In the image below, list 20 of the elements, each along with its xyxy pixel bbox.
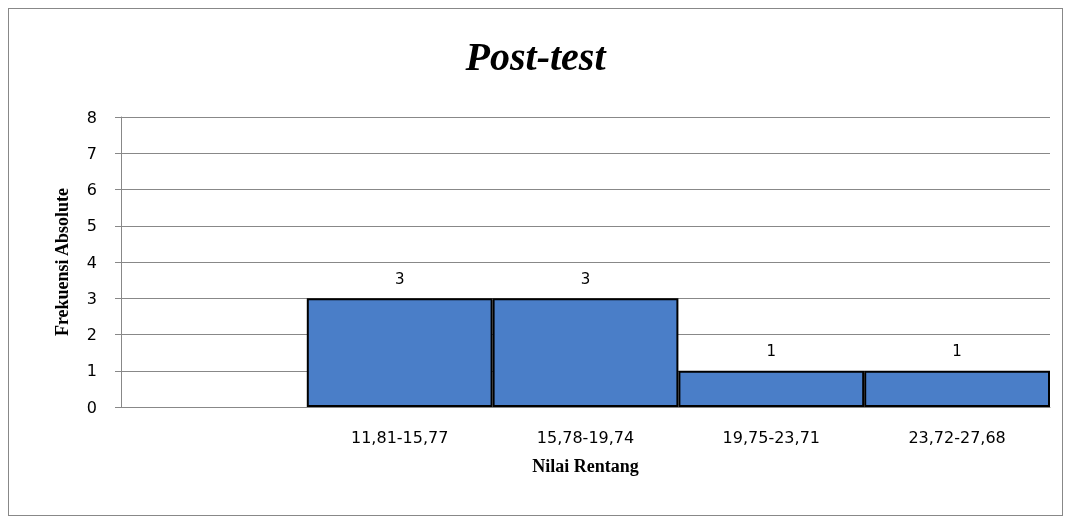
x-axis-title: Nilai Rentang <box>532 456 639 476</box>
y-tick-label: 3 <box>86 288 97 308</box>
x-tick-label: 19,75-23,71 <box>722 427 820 447</box>
y-tick-label: 1 <box>86 361 97 381</box>
x-tick-label: 23,72-27,68 <box>908 427 1006 447</box>
x-tick-label: 11,81-15,77 <box>351 427 449 447</box>
y-axis-title: Frekuensi Absolute <box>52 187 72 337</box>
y-tick-label: 4 <box>86 252 97 272</box>
y-tick-label: 2 <box>86 325 97 344</box>
x-tick-label: 15,78-19,74 <box>536 427 635 447</box>
data-label: 3 <box>394 269 405 288</box>
data-label: 3 <box>580 269 591 288</box>
y-tick-label: 7 <box>86 143 97 163</box>
data-label: 1 <box>952 342 962 361</box>
y-tick-label: 8 <box>86 107 97 127</box>
chart-title: Post-test <box>464 33 608 79</box>
y-tick-label: 5 <box>86 216 97 236</box>
data-label: 1 <box>766 342 777 361</box>
y-tick-label: 0 <box>86 397 97 417</box>
y-tick-label: 6 <box>86 180 97 199</box>
